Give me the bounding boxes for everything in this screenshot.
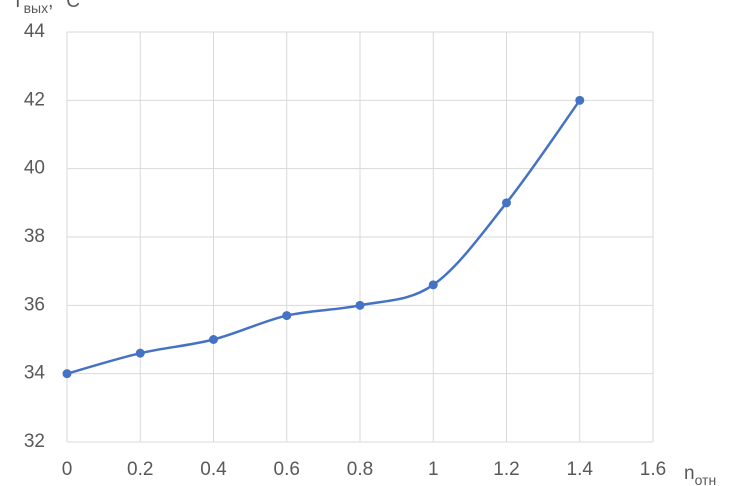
x-tick-label: 1.2	[493, 459, 519, 480]
x-label-main: n	[684, 463, 695, 484]
marker	[209, 335, 218, 344]
x-tick-label: 0.8	[347, 459, 373, 480]
y-tick-label: 34	[24, 363, 46, 384]
y-tick-label: 42	[24, 89, 45, 110]
x-tick-label: 0.6	[274, 459, 300, 480]
y-tick-label: 44	[24, 21, 46, 42]
x-axis-label: nотн	[684, 463, 716, 486]
y-tick-label: 32	[24, 431, 45, 452]
x-tick-label: 1.4	[567, 459, 594, 480]
x-tick-label: 1	[428, 459, 439, 480]
y-axis-label: Tвых, °C	[12, 0, 80, 16]
marker	[135, 348, 145, 358]
x-tick-label: 1.6	[640, 459, 666, 480]
x-label-sub: отн	[695, 472, 717, 486]
marker	[62, 369, 72, 379]
y-tick-label: 40	[24, 158, 45, 179]
y-label-sub: вых	[24, 0, 49, 16]
marker	[355, 300, 365, 310]
x-tick-label: 0	[62, 459, 73, 480]
y-tick-label: 38	[24, 226, 45, 247]
y-tick-label: 36	[24, 294, 45, 315]
x-tick-label: 0.2	[127, 459, 153, 480]
marker	[428, 280, 438, 290]
y-label-unit: , °C	[48, 0, 80, 12]
y-label-main: T	[12, 0, 24, 12]
x-tick-label: 0.4	[200, 459, 227, 480]
marker	[502, 198, 511, 208]
marker	[575, 95, 585, 105]
marker	[282, 311, 292, 321]
